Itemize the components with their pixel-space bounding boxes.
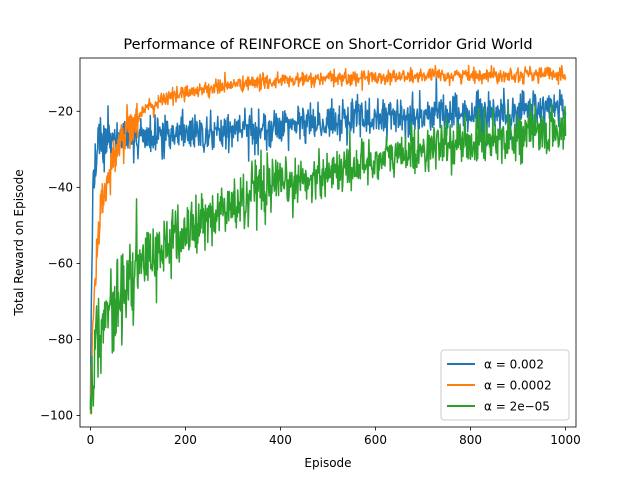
series-line-alpha-0.0002	[89, 64, 567, 414]
legend-box	[440, 349, 570, 421]
y-tick-label: −80	[48, 333, 73, 347]
legend-label-alpha-0.0002: α = 0.0002	[484, 379, 552, 393]
legend-label-alpha-2e-05: α = 2e−05	[484, 400, 550, 414]
chart-title: Performance of REINFORCE on Short-Corrid…	[123, 37, 532, 53]
x-tick-label: 800	[459, 433, 482, 447]
plot-frame	[79, 57, 577, 428]
x-tick-label: 1000	[550, 433, 581, 447]
x-axis-title: Episode	[304, 456, 351, 470]
y-tick-label: −20	[48, 104, 73, 118]
y-tick-label: −40	[48, 180, 73, 194]
legend: α = 0.002 α = 0.0002 α = 2e−05	[440, 349, 570, 421]
series-line-alpha-2e-05	[89, 102, 567, 415]
x-tick-label: 400	[269, 433, 292, 447]
legend-label-alpha-0.002: α = 0.002	[484, 358, 544, 372]
series-layer	[89, 64, 567, 415]
y-tick-label: −100	[40, 409, 73, 423]
x-tick-label: 600	[364, 433, 387, 447]
x-tick-label: 0	[87, 433, 95, 447]
y-tick-label: −60	[48, 256, 73, 270]
y-axis-title: Total Reward on Episode	[12, 169, 26, 316]
tick-layer: 0 200 400 600 800 1000 −100 −80 −60 −40 −20	[40, 104, 581, 447]
x-tick-label: 200	[174, 433, 197, 447]
